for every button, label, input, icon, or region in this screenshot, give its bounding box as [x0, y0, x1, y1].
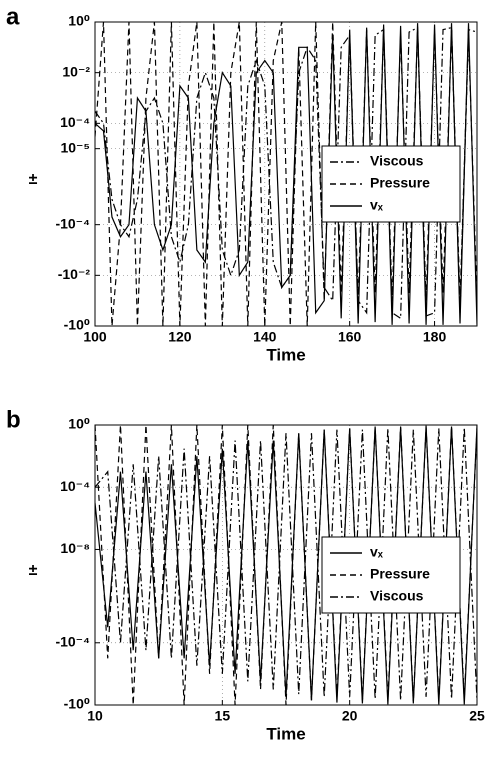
- y-tick-label: -10⁰: [64, 317, 90, 333]
- panel-label: b: [6, 406, 21, 433]
- panel-label: a: [6, 3, 20, 30]
- x-axis-label: Time: [266, 724, 305, 743]
- series-line: [95, 427, 477, 701]
- x-tick-label: 15: [215, 708, 231, 724]
- series-line: [95, 425, 477, 705]
- x-tick-label: 120: [168, 329, 192, 345]
- legend-label: Viscous: [370, 588, 424, 604]
- legend-box: [321, 145, 461, 223]
- plot-lines: [95, 425, 477, 705]
- legend-label: vₓ: [370, 544, 384, 560]
- y-tick-label: 10⁻⁵: [60, 139, 90, 155]
- series-line: [95, 26, 477, 320]
- x-tick-label: 160: [338, 329, 362, 345]
- y-tick-label: 10⁻²: [62, 63, 90, 79]
- y-axis-label: ±: [29, 171, 38, 188]
- legend-label: Viscous: [370, 153, 424, 169]
- y-tick-label: 10⁻⁴: [60, 478, 90, 494]
- y-tick-label: 10⁰: [68, 416, 90, 432]
- x-tick-label: 10: [87, 708, 103, 724]
- legend-label: Pressure: [370, 566, 430, 582]
- plot-frame: [94, 424, 478, 706]
- x-tick-label: 100: [83, 329, 107, 345]
- series-line: [95, 22, 477, 326]
- legend-label: vₓ: [370, 197, 384, 213]
- x-tick-label: 140: [253, 329, 277, 345]
- legend-label: Pressure: [370, 175, 430, 191]
- x-tick-label: 180: [423, 329, 447, 345]
- x-tick-label: 20: [342, 708, 358, 724]
- y-tick-label: -10⁻⁴: [55, 215, 90, 231]
- y-tick-label: 10⁻⁴: [60, 114, 90, 130]
- plot-frame: [94, 21, 478, 327]
- y-tick-label: -10⁻⁴: [55, 633, 90, 649]
- y-axis-label: ±: [29, 562, 38, 579]
- x-tick-label: 25: [469, 708, 485, 724]
- y-tick-label: 10⁻⁸: [60, 540, 90, 556]
- y-tick-label: 10⁰: [68, 13, 90, 29]
- y-tick-label: -10⁰: [64, 696, 90, 712]
- y-tick-label: -10⁻²: [58, 266, 91, 282]
- x-axis-label: Time: [266, 345, 305, 364]
